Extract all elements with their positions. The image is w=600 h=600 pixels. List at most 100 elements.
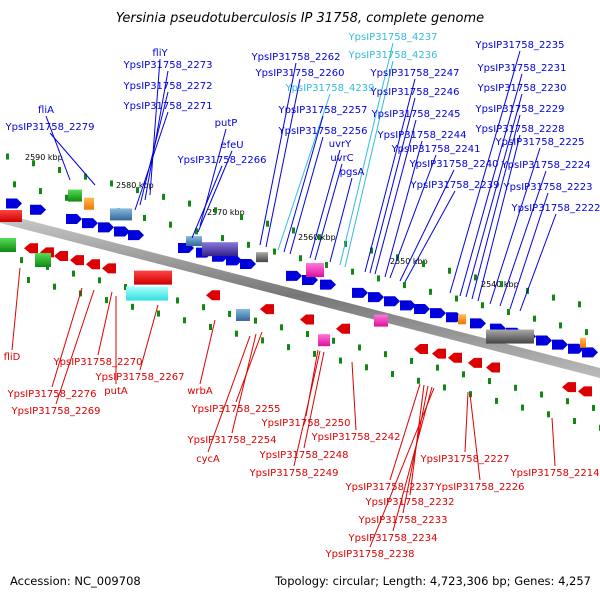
leader-line: [139, 304, 159, 371]
gene-block: [306, 263, 324, 278]
tick-mark: [53, 283, 56, 290]
tick-mark: [188, 200, 191, 207]
forward-gene-arrow: [240, 259, 256, 269]
leader-line: [374, 119, 417, 275]
tick-mark: [559, 322, 562, 329]
leader-line: [464, 391, 469, 453]
gene-label: uvrY: [329, 139, 352, 150]
forward-gene-arrow: [430, 308, 446, 319]
tick-mark: [410, 357, 413, 364]
tick-mark: [552, 294, 555, 301]
gene-label: YpsIP31758_2248: [259, 450, 349, 461]
tick-mark: [436, 364, 439, 371]
leader-line: [199, 319, 216, 385]
tick-mark: [481, 302, 484, 309]
gene-label: YpsIP31758_2224: [501, 160, 591, 171]
tick-mark: [209, 323, 212, 330]
tick-mark: [365, 364, 368, 371]
leader-line: [45, 115, 71, 181]
tick-mark: [585, 329, 588, 336]
leader-line: [339, 42, 394, 266]
tick-mark: [384, 351, 387, 358]
leader-line: [149, 58, 161, 196]
gene-label: YpsIP31758_2245: [371, 109, 461, 120]
leader-line: [459, 73, 523, 297]
tick-mark: [65, 194, 68, 201]
leader-line: [369, 387, 435, 548]
gene-label: YpsIP31758_2230: [477, 83, 567, 94]
reverse-gene-arrow: [486, 362, 500, 373]
tick-mark: [370, 247, 373, 254]
gene-block: [68, 189, 82, 202]
gene-label: YpsIP31758_2279: [5, 122, 95, 133]
tick-mark: [214, 207, 217, 214]
gene-label: cycA: [196, 454, 220, 465]
tick-mark: [306, 331, 309, 338]
gene-block: [202, 242, 238, 257]
tick-mark: [131, 303, 134, 310]
gene-block: [0, 238, 16, 252]
gene-label: fliA: [38, 105, 54, 116]
leader-line: [309, 149, 341, 259]
tick-mark: [391, 371, 394, 378]
leader-line: [235, 331, 263, 403]
reverse-gene-arrow: [578, 386, 592, 397]
tick-mark: [105, 297, 108, 304]
gene-label: YpsIP31758_2257: [278, 105, 368, 116]
gene-label: YpsIP31758_2237: [345, 482, 435, 493]
leader-line: [265, 78, 301, 248]
tick-mark: [417, 377, 420, 384]
tick-mark: [169, 221, 172, 228]
reverse-gene-arrow: [54, 250, 68, 261]
tick-mark: [266, 220, 269, 227]
gene-label: YpsIP31758_2249: [249, 468, 339, 479]
leader-line: [364, 78, 416, 273]
gene-block: [236, 308, 250, 321]
reverse-gene-arrow: [468, 357, 482, 368]
gene-label: efeU: [220, 140, 243, 151]
forward-gene-arrow: [352, 287, 368, 298]
gene-label: YpsIP31758_2233: [358, 515, 448, 526]
gene-label: YpsIP31758_2232: [365, 497, 455, 508]
gene-label: YpsIP31758_2256: [278, 126, 368, 137]
tick-mark: [261, 337, 264, 344]
gene-label: YpsIP31758_2242: [311, 432, 401, 443]
reverse-gene-arrow: [70, 255, 84, 266]
tick-mark: [221, 235, 224, 242]
gene-label: YpsIP31758_2231: [477, 63, 567, 74]
gene-label: fliD: [4, 352, 21, 363]
gene-label: YpsIP31758_2240: [409, 159, 499, 170]
forward-gene-arrow: [582, 347, 598, 358]
tick-mark: [39, 188, 42, 195]
leader-line: [449, 50, 521, 294]
tick-mark: [20, 257, 23, 264]
reverse-gene-arrow: [24, 243, 38, 254]
forward-gene-arrow: [82, 218, 98, 229]
gene-label: YpsIP31758_2234: [348, 533, 438, 544]
gene-label: YpsIP31758_2228: [475, 124, 565, 135]
tick-mark: [84, 173, 87, 180]
tick-mark: [332, 337, 335, 344]
leader-line: [404, 190, 456, 283]
gene-block: [186, 236, 202, 247]
leader-line: [477, 134, 521, 302]
leader-line: [139, 91, 169, 206]
gene-label: YpsIP31758_2273: [123, 60, 213, 71]
leader-line: [399, 169, 455, 282]
tick-mark: [429, 288, 432, 295]
forward-gene-arrow: [470, 318, 486, 329]
gene-label: YpsIP31758_2271: [123, 101, 213, 112]
leader-line: [344, 60, 394, 268]
gene-label: YpsIP31758_2260: [255, 68, 345, 79]
tick-mark: [98, 277, 101, 284]
tick-mark: [162, 193, 165, 200]
gene-label: YpsIP31758_2250: [261, 418, 351, 429]
tick-mark: [124, 284, 127, 291]
leader-line: [369, 97, 416, 274]
tick-mark: [318, 234, 321, 241]
tick-mark: [521, 404, 524, 411]
reverse-gene-arrow: [206, 290, 220, 301]
gene-label: wrbA: [187, 386, 213, 397]
reverse-gene-arrow: [336, 323, 350, 334]
